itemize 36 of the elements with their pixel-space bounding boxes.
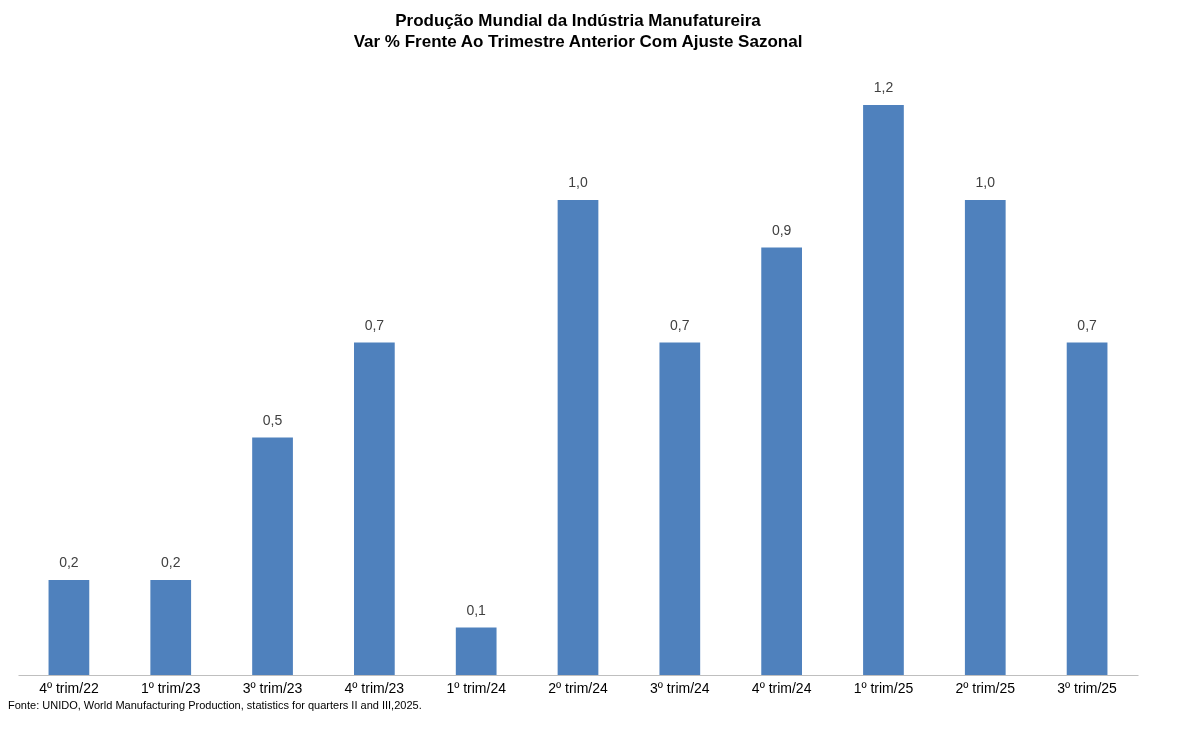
x-tick-label: 3º trim/24 — [650, 679, 710, 696]
chart-subtitle: Var % Frente Ao Trimestre Anterior Com Ajuste Sazonal — [353, 32, 803, 51]
data-label: 0,9 — [771, 221, 792, 238]
chart-title: Produção Mundial da Indústria Manufatureira — [395, 11, 762, 30]
x-tick-label: 3º trim/23 — [242, 679, 303, 696]
data-label: 1,2 — [873, 79, 894, 95]
data-label: 1,0 — [975, 174, 996, 190]
bar — [659, 342, 701, 675]
bar — [1066, 342, 1108, 675]
data-label: 0,7 — [670, 316, 690, 333]
bar — [150, 580, 192, 675]
bar — [48, 580, 90, 675]
x-tick-label: 1º trim/23 — [140, 679, 201, 696]
bar — [455, 627, 497, 675]
data-label: 1,0 — [568, 174, 588, 190]
x-tick-label: 1º trim/24 — [446, 679, 507, 696]
x-tick-label: 4º trim/23 — [344, 679, 405, 696]
x-tick-label: 1º trim/25 — [853, 679, 914, 696]
data-label: 0,2 — [59, 554, 79, 570]
data-label: 0,1 — [466, 601, 487, 618]
bar — [964, 200, 1006, 675]
source-note: Fonte: UNIDO, World Manufacturing Production, statistics for quarters II and III,2025. — [8, 699, 423, 711]
bar — [252, 437, 293, 675]
x-tick-label: 4º trim/22 — [39, 679, 99, 696]
bar — [557, 200, 599, 675]
bar — [761, 247, 802, 675]
x-tick-label: 2º trim/24 — [548, 679, 608, 696]
bar — [863, 105, 904, 675]
data-label: 0,5 — [262, 411, 283, 428]
data-label: 0,2 — [160, 554, 181, 570]
data-label: 0,7 — [364, 316, 385, 333]
x-tick-label: 2º trim/25 — [955, 679, 1016, 696]
x-tick-label: 4º trim/24 — [751, 679, 812, 696]
data-label: 0,7 — [1077, 316, 1098, 333]
x-tick-label: 3º trim/25 — [1057, 679, 1118, 696]
bar — [354, 342, 395, 675]
